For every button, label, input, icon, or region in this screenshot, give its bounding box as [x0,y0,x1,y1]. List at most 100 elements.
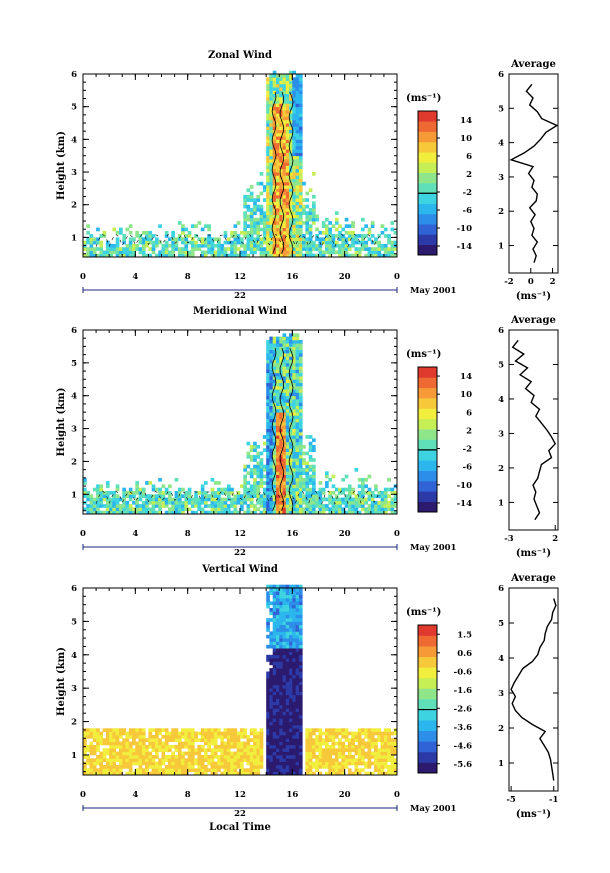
colorbar-tick-label: -10 [457,224,472,234]
profile-title: Average [510,315,556,326]
month-label: May 2001 [410,286,457,296]
y-tick-label: 4 [71,392,77,402]
colorbar-swatch [418,677,437,689]
colorbar-swatch [418,491,437,502]
profile-y-tick-label: 3 [498,429,504,439]
colorbar-unit: (ms⁻¹) [406,93,441,104]
profile-y-tick-label: 5 [498,360,504,370]
colorbar-tick-label: 6 [466,152,472,162]
y-tick-label: 1 [71,233,77,243]
y-tick-label: 4 [71,651,77,661]
profile-line [510,598,557,781]
colorbar-swatch [418,635,437,647]
colorbar-tick-label: -3.6 [454,723,472,733]
y-tick-label: 2 [71,457,77,467]
y-tick-label: 3 [71,168,77,178]
profile-title: Average [510,573,556,584]
contour-lines [95,347,381,511]
x-tick-label: 20 [339,272,351,282]
x-tick-label: 4 [132,272,138,282]
colorbar-tick-label: -6 [463,206,473,216]
colorbar-swatch [418,429,437,440]
colorbar-swatch [418,418,437,430]
heat-field [83,584,398,776]
colorbar-swatch [418,121,437,132]
x-tick-label: 0 [394,272,400,282]
y-tick-label: 2 [71,201,77,211]
profile-y-tick-label: 5 [498,619,504,629]
panel-title: Vertical Wind [201,564,278,575]
y-tick-label: 4 [71,135,77,145]
x-tick-label: 16 [286,272,298,282]
colorbar-swatch [418,699,437,710]
colorbar-swatch [418,172,437,184]
month-label: May 2001 [410,543,457,553]
colorbar-swatch [418,762,437,774]
x-tick-label: 8 [185,272,191,282]
colorbar-tick-label: 1.5 [457,630,472,640]
colorbar-swatch [418,470,437,482]
profile-x-tick-label: 2 [550,277,556,287]
profile-x-axis-label: (ms⁻¹) [516,548,551,559]
y-tick-label: 3 [71,425,77,435]
colorbar-tick-label: -1.6 [454,686,472,696]
colorbar-swatch [418,162,437,173]
x-tick-label: 16 [286,529,298,539]
profile-y-tick-label: 2 [498,464,504,474]
y-tick-label: 6 [71,584,77,594]
profile-y-tick-label: 6 [498,70,504,80]
colorbar-tick-label: 14 [460,116,472,126]
profile-y-tick-label: 4 [498,395,504,405]
colorbar-swatch [418,367,437,378]
y-tick-label: 2 [71,718,77,728]
y-tick-label: 3 [71,684,77,694]
profile-x-axis-label: (ms⁻¹) [516,809,551,820]
date-label: 22 [234,809,246,819]
y-tick-label: 6 [71,70,77,80]
colorbar-tick-label: 6 [466,408,472,418]
colorbar-swatch [418,131,437,143]
profile-x-tick-label: -1 [549,795,559,805]
x-tick-label: 20 [339,790,351,800]
profile-x-axis-label: (ms⁻¹) [516,291,551,302]
profile-y-tick-label: 2 [498,724,504,734]
profile-y-tick-label: 6 [498,326,504,336]
x-tick-label: 0 [80,272,86,282]
colorbar-tick-label: -2 [463,188,473,198]
month-label: May 2001 [410,804,457,814]
colorbar-swatch [418,203,437,215]
colorbar-swatch [418,730,437,742]
y-tick-label: 5 [71,359,77,369]
colorbar-tick-label: 0.6 [457,649,472,659]
colorbar-tick-label: -0.6 [454,667,472,677]
profile-x-tick-label: 2 [552,534,558,544]
colorbar-tick-label: -14 [457,499,472,509]
colorbar-tick-label: -4.6 [454,741,472,751]
profile-y-tick-label: 2 [498,207,504,217]
colorbar-swatch [418,439,437,451]
colorbar-tick-label: 14 [460,372,472,382]
colorbar-swatch [418,213,437,225]
colorbar-swatch [418,387,437,399]
profile-line [509,83,559,263]
colorbar-tick-label: -5.6 [454,760,472,770]
plot-frame [82,73,398,258]
colorbar-swatch [418,183,437,194]
profile-y-tick-label: 6 [498,584,504,594]
colorbar-swatch [418,111,437,122]
x-tick-label: 12 [234,529,246,539]
profile-y-tick-label: 1 [498,759,504,769]
x-tick-label: 8 [185,790,191,800]
date-label: 22 [234,291,246,301]
colorbar-swatch [418,656,437,668]
heat-field [83,333,398,515]
colorbar-swatch [418,667,437,679]
panel-title: Meridional Wind [193,306,287,317]
colorbar-swatch [418,688,437,700]
colorbar-swatch [418,625,437,636]
colorbar-tick-label: -2 [463,445,473,455]
colorbar-swatch [418,449,437,461]
colorbar-swatch [418,501,437,513]
profile-line [511,339,557,521]
